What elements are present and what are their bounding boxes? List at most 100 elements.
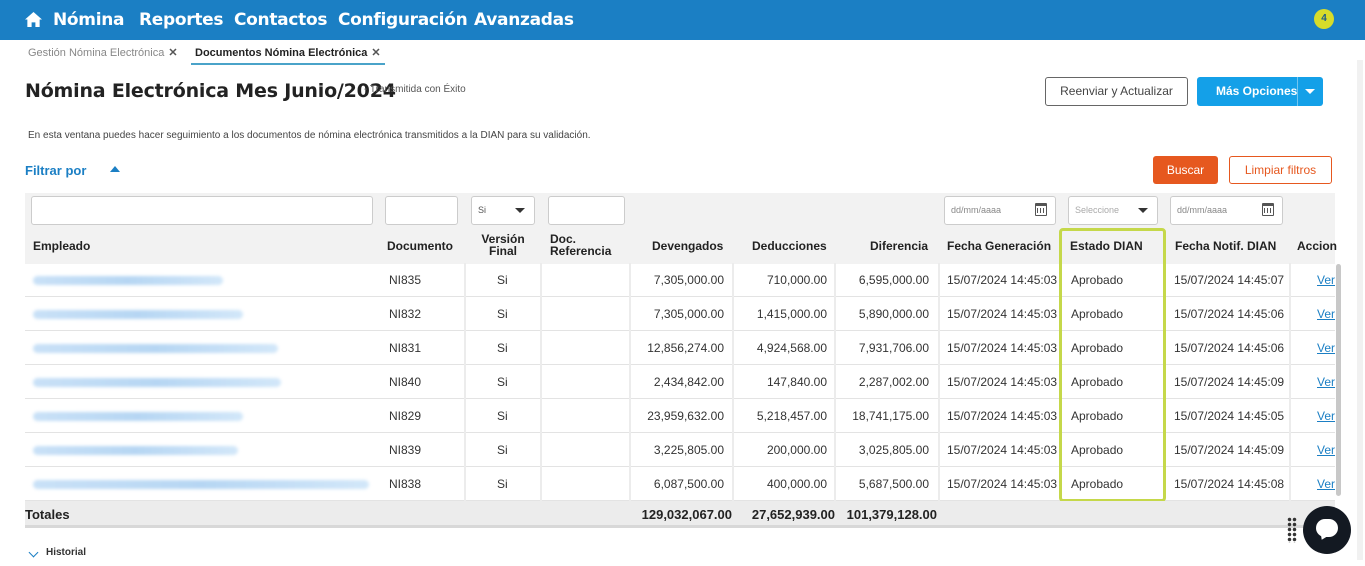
- divider: [1297, 77, 1298, 106]
- empleado-name-blurred[interactable]: [33, 276, 223, 285]
- divider: [629, 297, 631, 331]
- filter-toggle-label[interactable]: Filtrar por: [25, 163, 87, 178]
- divider: [629, 433, 631, 467]
- empleado-name-blurred[interactable]: [33, 480, 369, 489]
- fecha-generacion-cell: 15/07/2024 14:45:03: [947, 477, 1058, 491]
- close-icon[interactable]: ✕: [371, 47, 381, 59]
- home-icon[interactable]: [24, 11, 43, 28]
- chat-button[interactable]: [1303, 506, 1351, 554]
- version-cell: Si: [497, 409, 508, 423]
- ver-link[interactable]: Ver: [1317, 307, 1336, 321]
- ver-link[interactable]: Ver: [1317, 409, 1336, 423]
- empleado-filter-input[interactable]: [31, 196, 373, 225]
- ver-link[interactable]: Ver: [1317, 375, 1336, 389]
- divider: [1289, 433, 1291, 467]
- totals-label: Totales: [25, 507, 70, 522]
- calendar-icon[interactable]: [1262, 203, 1274, 216]
- divider: [464, 467, 466, 501]
- historial-toggle[interactable]: Historial: [46, 547, 87, 558]
- chat-icon: [1316, 519, 1338, 537]
- fecha-generacion-filter[interactable]: dd/mm/aaaa: [944, 196, 1056, 225]
- chevron-down-icon: [1138, 208, 1148, 213]
- divider: [834, 331, 836, 365]
- column-version-final[interactable]: Versión Final: [473, 233, 533, 257]
- page-scrollbar[interactable]: [1357, 60, 1363, 560]
- ver-link[interactable]: Ver: [1317, 341, 1336, 355]
- diferencia-cell: 6,595,000.00: [858, 273, 929, 287]
- divider: [732, 433, 734, 467]
- doc-referencia-filter-input[interactable]: [548, 196, 625, 225]
- total-deducciones: 27,652,939.00: [751, 507, 835, 522]
- documento-cell: NI838: [389, 477, 422, 491]
- estado-placeholder: Seleccione: [1075, 205, 1120, 215]
- devengados-cell: 7,305,000.00: [653, 273, 724, 287]
- fecha-notif-cell: 15/07/2024 14:45:06: [1174, 307, 1285, 321]
- documento-cell: NI829: [389, 409, 422, 423]
- empleado-name-blurred[interactable]: [33, 378, 281, 387]
- grip-icon[interactable]: [1287, 517, 1297, 543]
- estado-cell: Aprobado: [1071, 307, 1124, 321]
- column-fecha-generacion[interactable]: Fecha Generación: [947, 239, 1052, 253]
- table-row: NI832 Si 7,305,000.00 1,415,000.00 5,890…: [25, 297, 1335, 331]
- column-estado-dian[interactable]: Estado DIAN: [1070, 239, 1143, 253]
- column-deducciones[interactable]: Deducciones: [752, 239, 827, 253]
- ver-link[interactable]: Ver: [1317, 273, 1336, 287]
- version-cell: Si: [497, 443, 508, 457]
- nav-item-configuracion[interactable]: Configuración: [338, 10, 468, 30]
- divider: [1289, 399, 1291, 433]
- ver-link[interactable]: Ver: [1317, 477, 1336, 491]
- empleado-name-blurred[interactable]: [33, 344, 278, 353]
- reenviar-actualizar-button[interactable]: Reenviar y Actualizar: [1045, 77, 1188, 106]
- deducciones-cell: 147,840.00: [766, 375, 827, 389]
- tab-documentos-nomina[interactable]: Documentos Nómina Electrónica ✕: [191, 43, 385, 65]
- divider: [1289, 331, 1291, 365]
- caret-up-icon[interactable]: [110, 166, 120, 172]
- empleado-name-blurred[interactable]: [33, 446, 238, 455]
- ver-link[interactable]: Ver: [1317, 443, 1336, 457]
- chevron-down-icon[interactable]: [28, 547, 39, 558]
- mas-opciones-button[interactable]: Más Opciones: [1197, 77, 1323, 106]
- documento-cell: NI832: [389, 307, 422, 321]
- documento-filter-input[interactable]: [385, 196, 458, 225]
- close-icon[interactable]: ✕: [168, 47, 178, 59]
- version-final-select[interactable]: Si: [471, 196, 535, 225]
- column-documento[interactable]: Documento: [387, 239, 453, 253]
- limpiar-filtros-button[interactable]: Limpiar filtros: [1229, 156, 1332, 184]
- version-cell: Si: [497, 307, 508, 321]
- estado-dian-select[interactable]: Seleccione: [1068, 196, 1158, 225]
- devengados-cell: 3,225,805.00: [653, 443, 724, 457]
- table-scrollbar[interactable]: [1336, 264, 1341, 496]
- divider: [540, 297, 542, 331]
- column-label: Doc.: [550, 232, 577, 246]
- documento-cell: NI831: [389, 341, 422, 355]
- column-empleado[interactable]: Empleado: [33, 239, 91, 253]
- deducciones-cell: 200,000.00: [766, 443, 827, 457]
- nav-item-nomina[interactable]: Nómina: [53, 10, 125, 30]
- empleado-name-blurred[interactable]: [33, 412, 243, 421]
- calendar-icon[interactable]: [1035, 203, 1047, 216]
- estado-cell: Aprobado: [1071, 409, 1124, 423]
- version-cell: Si: [497, 375, 508, 389]
- buscar-button[interactable]: Buscar: [1153, 156, 1218, 184]
- documento-cell: NI840: [389, 375, 422, 389]
- divider: [540, 467, 542, 501]
- notification-badge[interactable]: 4: [1314, 9, 1334, 29]
- column-devengados[interactable]: Devengados: [652, 239, 724, 253]
- divider: [464, 399, 466, 433]
- chevron-down-icon[interactable]: [1305, 89, 1315, 94]
- empleado-name-blurred[interactable]: [33, 310, 243, 319]
- column-fecha-notif[interactable]: Fecha Notif. DIAN: [1175, 239, 1277, 253]
- divider: [540, 331, 542, 365]
- divider: [938, 467, 940, 501]
- column-doc-referencia[interactable]: Doc. Referencia: [550, 233, 611, 257]
- column-diferencia[interactable]: Diferencia: [870, 239, 929, 253]
- fecha-notif-filter[interactable]: dd/mm/aaaa: [1170, 196, 1283, 225]
- estado-cell: Aprobado: [1071, 443, 1124, 457]
- tab-gestion-nomina[interactable]: Gestión Nómina Electrónica ✕: [28, 43, 178, 65]
- nav-item-reportes[interactable]: Reportes: [139, 10, 224, 30]
- nav-item-avanzadas[interactable]: Avanzadas: [474, 10, 574, 30]
- nav-item-contactos[interactable]: Contactos: [234, 10, 328, 30]
- column-label: Final: [488, 244, 517, 258]
- column-label: Versión: [481, 232, 525, 246]
- divider: [464, 433, 466, 467]
